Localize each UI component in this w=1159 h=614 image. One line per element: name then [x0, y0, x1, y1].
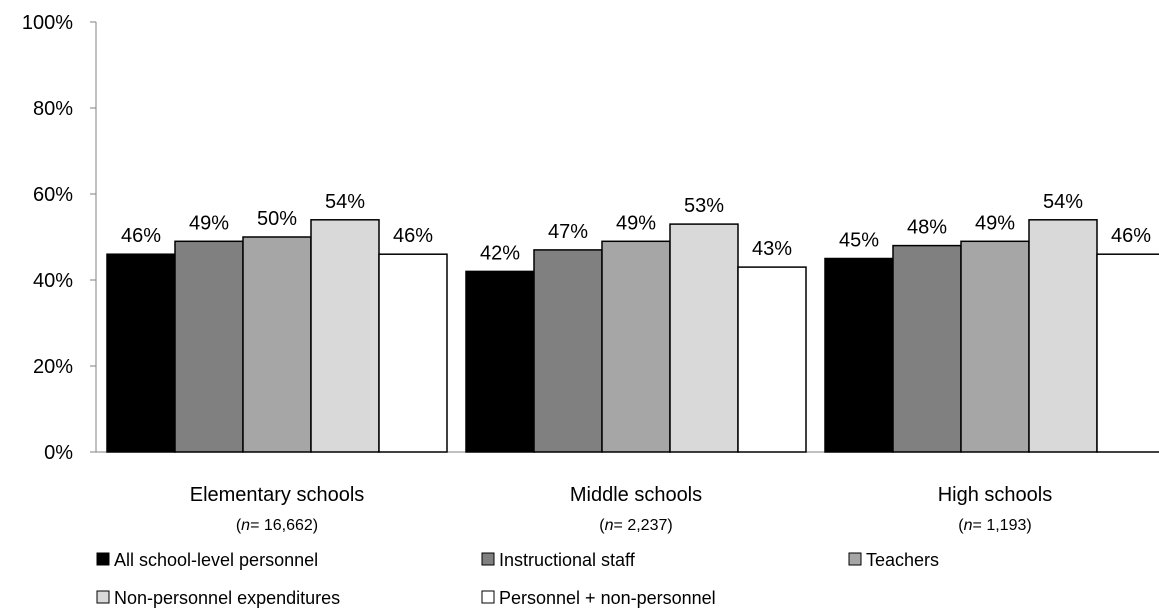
data-label: 48%	[907, 217, 947, 239]
data-label: 42%	[480, 242, 520, 264]
bar	[737, 266, 807, 453]
data-label: 49%	[616, 212, 656, 234]
data-label: 49%	[189, 212, 229, 234]
category-label: High schools	[938, 484, 1053, 506]
legend-swatch	[481, 552, 495, 566]
bar	[824, 257, 894, 453]
bar	[601, 240, 671, 453]
data-label: 45%	[839, 230, 879, 252]
bar	[533, 249, 603, 453]
bar	[669, 223, 739, 453]
y-tick-label: 80%	[33, 98, 73, 120]
legend-label: Personnel + non-personnel	[499, 588, 716, 608]
bar	[960, 240, 1030, 453]
category-label: Elementary schools	[190, 484, 365, 506]
legend-swatch	[481, 590, 495, 604]
legend-label: All school-level personnel	[114, 550, 318, 570]
y-tick-label: 0%	[44, 442, 73, 464]
y-tick-label: 40%	[33, 270, 73, 292]
y-tick-label: 20%	[33, 356, 73, 378]
data-label: 54%	[1043, 191, 1083, 213]
data-label: 43%	[752, 238, 792, 260]
data-label: 54%	[325, 191, 365, 213]
data-label: 46%	[121, 225, 161, 247]
data-label: 49%	[975, 212, 1015, 234]
legend-label: Teachers	[866, 550, 939, 570]
data-label: 46%	[393, 225, 433, 247]
bar	[106, 253, 176, 453]
legend-swatch	[96, 552, 110, 566]
bar	[174, 240, 244, 453]
category-label: Middle schools	[570, 484, 702, 506]
category-sample-size: (n= 16,662)	[236, 517, 318, 534]
bar	[378, 253, 448, 453]
category-sample-size: (n= 1,193)	[958, 517, 1031, 534]
data-label: 47%	[548, 221, 588, 243]
data-label: 46%	[1111, 225, 1151, 247]
data-label: 53%	[684, 195, 724, 217]
bar	[310, 219, 380, 453]
bar	[1028, 219, 1098, 453]
bar	[242, 236, 312, 453]
bar	[1096, 253, 1159, 453]
category-sample-size: (n= 2,237)	[599, 517, 672, 534]
legend-label: Instructional staff	[499, 550, 636, 570]
y-tick-label: 60%	[33, 184, 73, 206]
legend-swatch	[848, 552, 862, 566]
bar	[465, 270, 535, 453]
bar	[892, 244, 962, 453]
y-tick-label: 100%	[22, 12, 73, 34]
legend-label: Non-personnel expenditures	[114, 588, 340, 608]
legend-swatch	[96, 590, 110, 604]
data-label: 50%	[257, 208, 297, 230]
